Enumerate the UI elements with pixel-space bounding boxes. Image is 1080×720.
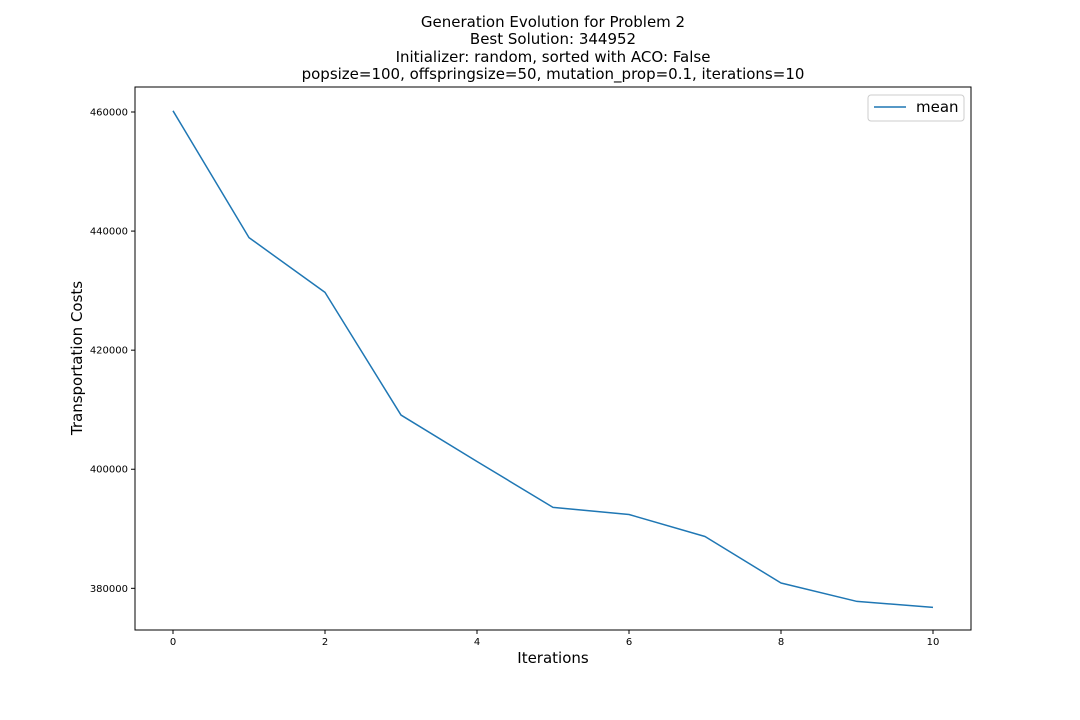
- y-tick-label: 460000: [90, 108, 128, 119]
- x-axis-label: Iterations: [517, 649, 589, 667]
- x-tick-label: 0: [170, 637, 176, 648]
- x-axis-ticks: 0 2 4 6 8 10: [170, 630, 940, 648]
- chart-title-line: Initializer: random, sorted with ACO: Fa…: [396, 48, 711, 66]
- chart-title-line: popsize=100, offspringsize=50, mutation_…: [302, 65, 805, 84]
- legend-label-mean: mean: [916, 98, 959, 116]
- x-tick-label: 8: [778, 637, 784, 648]
- y-tick-label: 420000: [90, 346, 128, 357]
- chart-title-line: Best Solution: 344952: [470, 30, 636, 48]
- chart-title-line: Generation Evolution for Problem 2: [421, 13, 685, 31]
- y-tick-label: 380000: [90, 584, 128, 595]
- x-tick-label: 10: [927, 637, 940, 648]
- x-tick-label: 2: [322, 637, 328, 648]
- series-group: [172, 110, 934, 609]
- series-line-mean: [172, 110, 934, 609]
- y-axis-ticks: 380000 400000 420000 440000 460000: [90, 108, 135, 595]
- y-tick-label: 440000: [90, 227, 128, 238]
- plot-area-frame: [134, 86, 972, 631]
- x-tick-label: 6: [626, 637, 632, 648]
- chart-title: Generation Evolution for Problem 2 Best …: [302, 13, 805, 84]
- y-axis-label: Transportation Costs: [68, 281, 86, 436]
- legend-box: [867, 94, 965, 122]
- x-tick-label: 4: [474, 637, 480, 648]
- y-tick-label: 400000: [90, 465, 128, 476]
- legend: mean: [867, 94, 965, 122]
